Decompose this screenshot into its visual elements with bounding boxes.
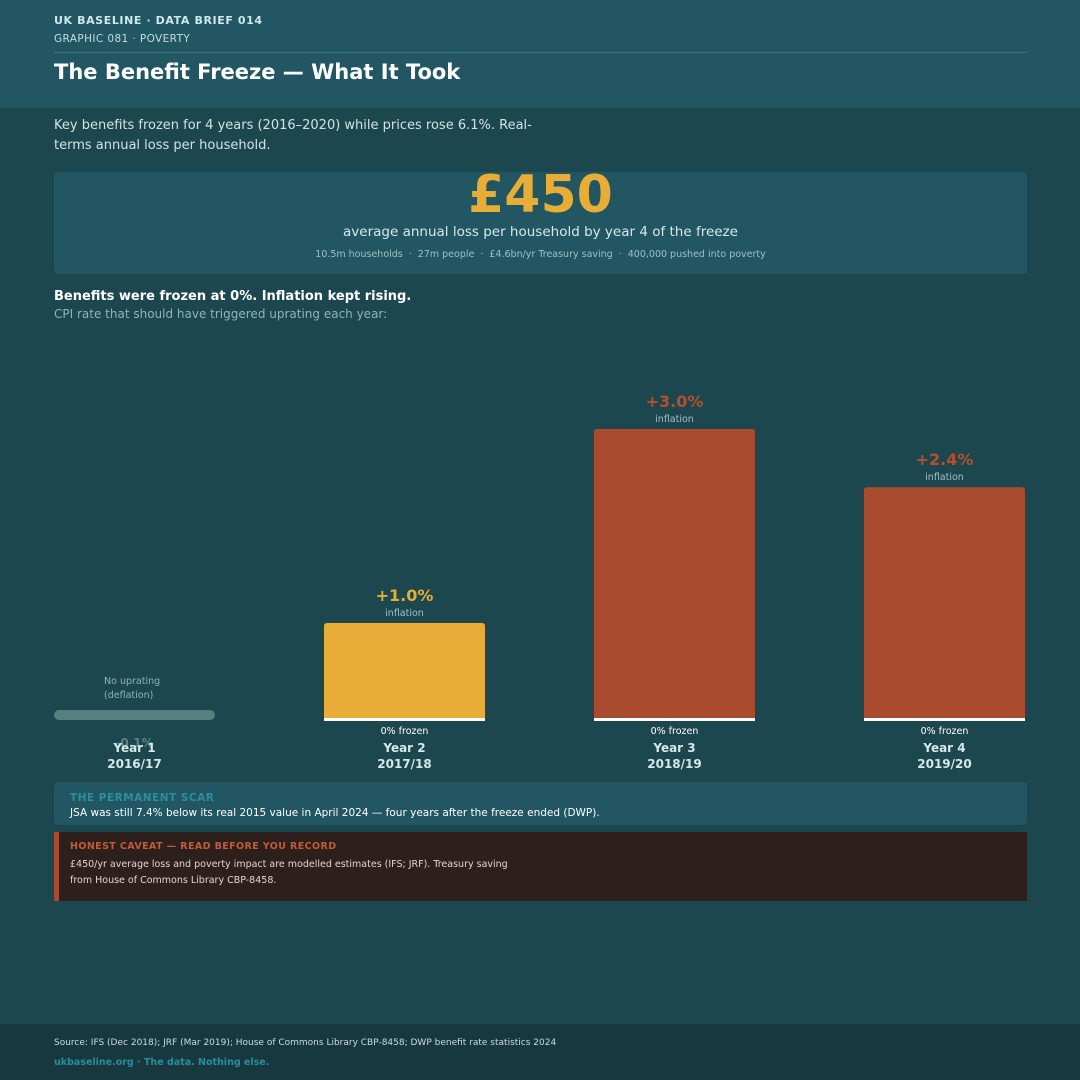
- bar-value-label: +2.4%: [916, 450, 974, 469]
- baseline-marker: [864, 718, 1025, 721]
- chart-subheading: CPI rate that should have triggered upra…: [54, 307, 388, 321]
- baseline-marker: [324, 718, 485, 721]
- category-period-label: 2017/18: [377, 757, 431, 771]
- chart-heading: Benefits were frozen at 0%. Inflation ke…: [54, 289, 412, 304]
- stat-treasury: £4.6bn/yr Treasury saving: [489, 249, 613, 260]
- bar-value-label: +3.0%: [646, 392, 704, 411]
- bar-sublabel: inflation: [655, 414, 694, 425]
- category-year-label: Year 3: [652, 741, 695, 755]
- category-year-label: Year 1: [112, 741, 155, 755]
- stat-poverty: 400,000 pushed into poverty: [627, 249, 766, 260]
- stat-households: 10.5m households: [315, 249, 403, 260]
- baseline-label: 0% frozen: [381, 726, 429, 737]
- header-band: UK BASELINE · DATA BRIEF 014 GRAPHIC 081…: [0, 0, 1080, 108]
- category-year-label: Year 4: [922, 741, 965, 755]
- baseline-label: 0% frozen: [921, 726, 969, 737]
- brand-link[interactable]: ukbaseline.org · The data. Nothing else.: [54, 1057, 270, 1068]
- caveat-label: HONEST CAVEAT — READ BEFORE YOU RECORD: [70, 841, 337, 852]
- bar-3: [594, 429, 755, 720]
- page-title: The Benefit Freeze — What It Took: [54, 60, 461, 84]
- inflation-bar-chart: -0.1% No uprating (deflation) Year 1 2016/17…: [54, 392, 1025, 771]
- permanent-scar-panel: THE PERMANENT SCAR JSA was still 7.4% be…: [54, 782, 1027, 825]
- bar-value-label: -0.1%: [115, 736, 153, 750]
- bar-4: [864, 487, 1025, 720]
- caveat-text: £450/yr average loss and poverty impact …: [70, 859, 508, 886]
- bar-2: [324, 623, 485, 720]
- scar-text: JSA was still 7.4% below its real 2015 v…: [70, 807, 600, 819]
- category-period-label: 2016/17: [107, 757, 161, 771]
- baseline-label: 0% frozen: [651, 726, 699, 737]
- bar-sublabel: (deflation): [104, 690, 153, 701]
- caveat-panel: HONEST CAVEAT — READ BEFORE YOU RECORD £…: [54, 832, 1027, 901]
- category-period-label: 2019/20: [917, 757, 971, 771]
- brief-kicker: UK BASELINE · DATA BRIEF 014: [54, 14, 263, 27]
- bar-value-label: +1.0%: [376, 586, 434, 605]
- category-year-label: Year 2: [382, 741, 425, 755]
- header-divider: [54, 52, 1027, 53]
- scar-label: THE PERMANENT SCAR: [70, 792, 215, 804]
- bar-sublabel: No uprating: [104, 676, 160, 687]
- stat-people: 27m people: [417, 249, 475, 260]
- hero-caption: average annual loss per household by yea…: [343, 224, 738, 240]
- graphic-kicker: GRAPHIC 081 · POVERTY: [54, 33, 191, 45]
- source-note: Source: IFS (Dec 2018); JRF (Mar 2019); …: [54, 1038, 557, 1048]
- footer: Source: IFS (Dec 2018); JRF (Mar 2019); …: [0, 1024, 1080, 1080]
- bar-sublabel: inflation: [925, 472, 964, 483]
- hero-panel: £450 average annual loss per household b…: [54, 165, 1027, 274]
- bar-sublabel: inflation: [385, 608, 424, 619]
- intro-text: Key benefits frozen for 4 years (2016–20…: [54, 118, 532, 153]
- caveat-accent-bar: [54, 832, 59, 901]
- baseline-marker: [594, 718, 755, 721]
- bar-1: [54, 710, 215, 720]
- category-period-label: 2018/19: [647, 757, 701, 771]
- hero-figure: £450: [468, 165, 613, 225]
- hero-stats: 10.5m households · 27m people · £4.6bn/yr Tr…: [315, 249, 766, 260]
